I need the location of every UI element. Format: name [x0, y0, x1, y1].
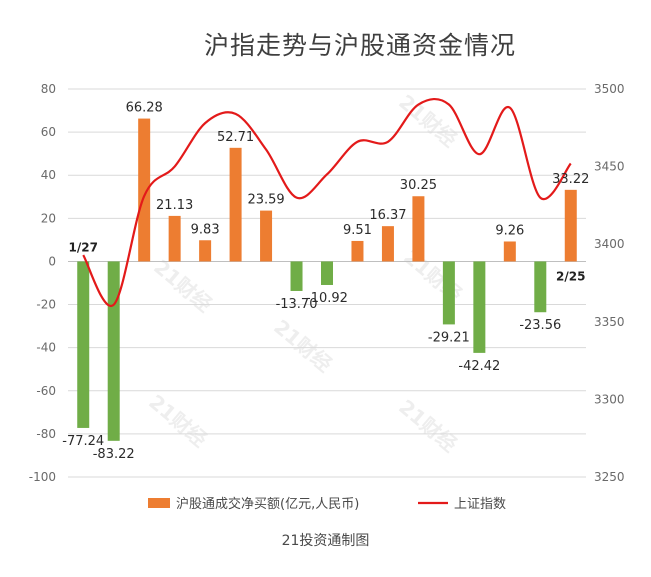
y-left-tick-label: -80 — [36, 427, 56, 441]
bar — [138, 118, 151, 262]
data-label: 9.26 — [495, 223, 524, 238]
data-label: 52.71 — [217, 130, 254, 145]
data-label: 21.13 — [156, 198, 193, 213]
data-label: -10.92 — [306, 291, 348, 306]
bar — [260, 210, 273, 262]
data-label: -83.22 — [93, 447, 135, 462]
bar — [381, 226, 394, 262]
data-label: -23.56 — [519, 318, 561, 333]
legend-label-bar: 沪股通成交净买额(亿元,人民币) — [176, 496, 359, 512]
data-label: 9.51 — [343, 223, 372, 238]
bar — [473, 261, 486, 353]
y-left-tick-label: -20 — [36, 298, 56, 312]
y-left-tick-label: 60 — [41, 125, 56, 139]
bar — [107, 261, 120, 441]
data-label: -77.24 — [62, 434, 104, 449]
y-right-tick-label: 3300 — [594, 392, 625, 406]
index-line — [82, 97, 572, 307]
data-label: 9.83 — [191, 222, 220, 237]
bar — [199, 240, 212, 262]
data-label: 30.25 — [400, 178, 437, 193]
y-left-tick-label: -100 — [29, 470, 56, 484]
bar — [321, 261, 333, 285]
source-note: 21投资通制图 — [281, 533, 370, 549]
data-label: 16.37 — [369, 208, 406, 223]
y-left-tick-label: -60 — [36, 384, 56, 398]
y-right-tick-label: 3350 — [594, 315, 625, 329]
y-left-tick-label: 80 — [41, 82, 56, 96]
bar — [351, 240, 364, 262]
y-right-tick-label: 3450 — [594, 160, 625, 174]
bar — [503, 241, 516, 262]
bar — [442, 261, 455, 325]
data-label: -29.21 — [428, 330, 470, 345]
y-left-tick-label: 20 — [41, 211, 56, 225]
bar — [412, 196, 425, 262]
start-date-label: 1/27 — [69, 240, 98, 254]
bar — [534, 261, 547, 313]
data-label: -42.42 — [458, 359, 500, 374]
bar — [77, 261, 90, 428]
data-label: 33.22 — [552, 172, 589, 187]
legend-swatch-bar — [148, 498, 170, 508]
end-date-label: 2/25 — [556, 269, 585, 283]
bar — [229, 147, 242, 262]
bar — [168, 215, 181, 262]
y-right-tick-label: 3500 — [594, 82, 625, 96]
bar — [290, 261, 303, 291]
data-label: 66.28 — [126, 101, 163, 116]
y-left-tick-label: 0 — [48, 254, 56, 268]
chart-title: 沪指走势与沪股通资金情况 — [203, 31, 516, 60]
y-right-tick-label: 3400 — [594, 237, 625, 251]
y-right-tick-label: 3250 — [594, 470, 625, 484]
legend-label-line: 上证指数 — [454, 497, 506, 512]
data-label: 23.59 — [247, 193, 284, 208]
bar — [564, 189, 577, 262]
y-left-tick-label: -40 — [36, 341, 56, 355]
y-left-tick-label: 40 — [41, 168, 56, 182]
data-label: -13.70 — [276, 297, 318, 312]
